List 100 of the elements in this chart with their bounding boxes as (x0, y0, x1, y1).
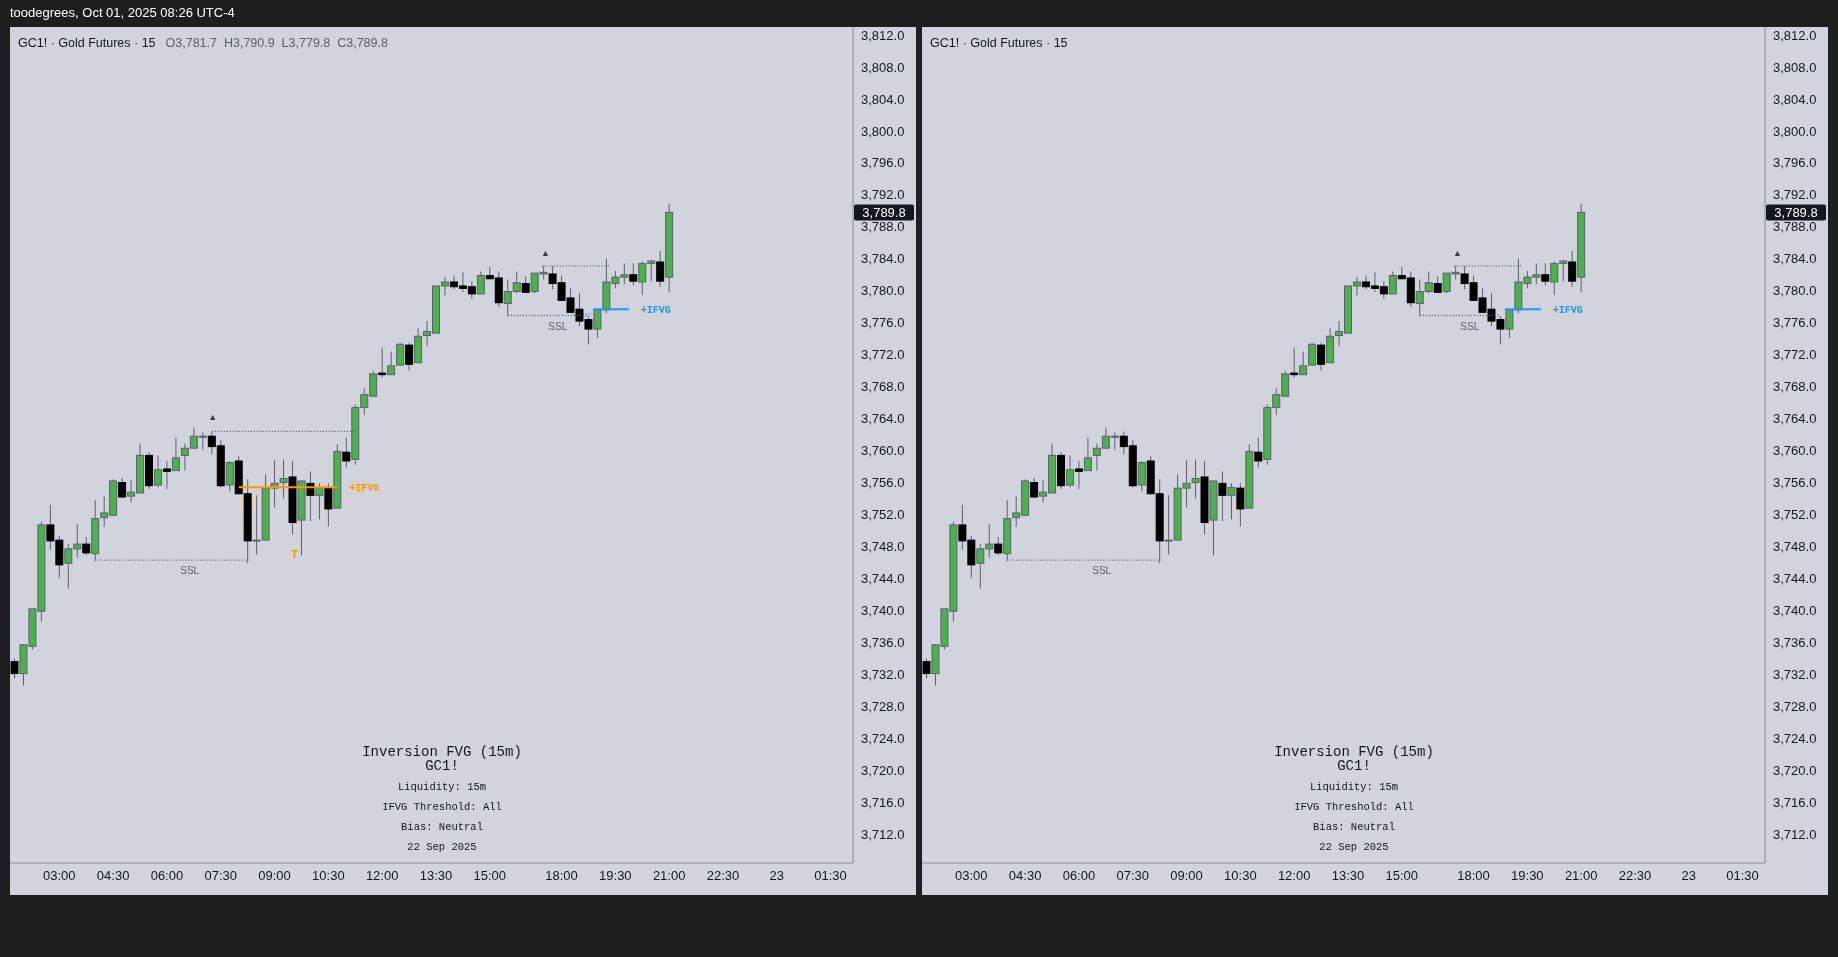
annotation: Inversion FVG (15m) (1273, 744, 1435, 760)
y-tick-label: 3,812.0 (1773, 27, 1817, 43)
y-tick-label: 3,768.0 (861, 379, 905, 395)
ref-line-label: SSL (1460, 320, 1480, 332)
annotation: Inversion FVG (15m) (361, 744, 523, 760)
ref-line-label: +IFVG (1552, 305, 1583, 317)
text: 3,789.8 (862, 204, 906, 220)
x-tick-label: 07:30 (204, 868, 238, 884)
y-tick-label: 3,776.0 (861, 315, 905, 331)
annotation: 22 Sep 2025 (1318, 840, 1390, 855)
y-tick-label: 3,784.0 (861, 251, 905, 267)
x-tick-label: 06:00 (1062, 868, 1096, 884)
text: GC1! · Gold Futures · 15 (18, 36, 156, 50)
x-tick-label: 15:00 (1385, 868, 1419, 884)
y-tick-label: 3,776.0 (1773, 315, 1817, 331)
y-tick-label: 3,716.0 (861, 794, 905, 810)
y-tick-label: 3,728.0 (1773, 698, 1817, 714)
y-tick-label: 3,788.0 (861, 219, 905, 235)
x-tick-label: 23 (769, 868, 785, 884)
y-tick-label: 3,764.0 (861, 411, 905, 427)
x-tick-label: 04:30 (1008, 868, 1042, 884)
annotation: Liquidity: 15m (1308, 780, 1400, 795)
x-tick-label: 12:00 (365, 868, 399, 884)
ref-line-label: SSL (180, 565, 200, 577)
annotation: T (290, 548, 298, 561)
y-tick-label: 3,724.0 (1773, 730, 1817, 746)
x-tick-label: 10:30 (1224, 868, 1257, 884)
y-tick-label: 3,772.0 (1773, 347, 1817, 363)
y-tick-label: 3,792.0 (861, 187, 905, 203)
y-tick-label: 3,756.0 (861, 475, 905, 491)
annotation: IFVG Threshold: All (1293, 800, 1415, 815)
y-tick-label: 3,800.0 (1773, 123, 1817, 139)
y-tick-label: 3,732.0 (1773, 667, 1817, 682)
x-tick-label: 04:30 (96, 868, 130, 884)
y-tick-label: 3,808.0 (1773, 59, 1817, 75)
annotation: Bias: Neutral (1312, 820, 1396, 835)
x-tick-label: 15:00 (473, 868, 507, 884)
y-tick-label: 3,760.0 (1773, 443, 1817, 459)
candlestick (1191, 459, 1200, 499)
y-tick-label: 3,732.0 (861, 667, 905, 682)
y-tick-label: 3,740.0 (1773, 603, 1817, 619)
x-tick-label: 13:30 (1331, 868, 1365, 884)
x-tick-label: 07:30 (1116, 868, 1150, 884)
x-tick-label: 19:30 (1511, 868, 1544, 884)
x-tick-label: 19:30 (599, 868, 632, 884)
text: O3,781.7 H3,790.9 L3,779.8 C3,789.8 (165, 36, 388, 50)
y-tick-label: 3,764.0 (1773, 411, 1817, 427)
y-tick-label: 3,780.0 (1773, 283, 1817, 299)
y-tick-label: 3,720.0 (1773, 762, 1817, 778)
y-tick-label: 3,712.0 (1773, 826, 1817, 842)
x-tick-label: 09:00 (1170, 868, 1203, 884)
annotation: GC1! (424, 758, 460, 774)
y-tick-label: 3,760.0 (861, 443, 905, 459)
y-tick-label: 3,736.0 (1773, 635, 1817, 651)
x-tick-label: 10:30 (312, 868, 345, 884)
y-tick-label: 3,748.0 (861, 539, 905, 555)
ref-line-label: +IFVG (349, 483, 380, 495)
annotation: 22 Sep 2025 (406, 840, 478, 855)
y-tick-label: 3,744.0 (861, 571, 905, 587)
x-tick-label: 23 (1681, 868, 1697, 884)
y-tick-label: 3,796.0 (1773, 155, 1817, 171)
x-tick-label: 21:00 (1564, 868, 1598, 884)
y-tick-label: 3,728.0 (861, 698, 905, 714)
y-tick-label: 3,720.0 (861, 762, 905, 778)
ref-line-label: SSL (1092, 565, 1112, 577)
x-tick-label: 09:00 (258, 868, 291, 884)
annotation: Liquidity: 15m (396, 780, 488, 795)
x-tick-label: 22:30 (706, 868, 740, 884)
y-tick-label: 3,744.0 (1773, 571, 1817, 587)
ref-line-label: +IFVG (640, 305, 671, 317)
y-tick-label: 3,768.0 (1773, 379, 1817, 395)
text: GC1! · Gold Futures · 15 (930, 36, 1068, 50)
x-tick-label: 21:00 (652, 868, 686, 884)
annotation: ▲ (208, 412, 218, 423)
y-tick-label: 3,772.0 (861, 347, 905, 363)
y-tick-label: 3,788.0 (1773, 219, 1817, 235)
x-tick-label: 06:00 (150, 868, 184, 884)
y-tick-label: 3,804.0 (861, 91, 905, 107)
y-tick-label: 3,780.0 (861, 283, 905, 299)
annotation: ▲ (540, 247, 550, 258)
x-tick-label: 18:00 (545, 868, 578, 884)
x-tick-label: 22:30 (1618, 868, 1652, 884)
x-tick-label: 13:30 (419, 868, 453, 884)
y-tick-label: 3,716.0 (1773, 794, 1817, 810)
ref-line-label: SSL (548, 320, 568, 332)
x-tick-label: 01:30 (814, 868, 847, 884)
y-tick-label: 3,752.0 (861, 507, 905, 523)
x-tick-label: 03:00 (43, 868, 76, 884)
x-tick-label: 18:00 (1457, 868, 1490, 884)
y-tick-label: 3,752.0 (1773, 507, 1817, 523)
x-tick-label: 12:00 (1277, 868, 1311, 884)
y-tick-label: 3,784.0 (1773, 251, 1817, 267)
annotation: ▲ (1452, 247, 1462, 258)
y-tick-label: 3,796.0 (861, 155, 905, 171)
y-tick-label: 3,736.0 (861, 635, 905, 651)
x-tick-label: 03:00 (955, 868, 988, 884)
y-tick-label: 3,804.0 (1773, 91, 1817, 107)
y-tick-label: 3,712.0 (861, 826, 905, 842)
x-tick-label: 01:30 (1726, 868, 1759, 884)
annotation: GC1! (1336, 758, 1372, 774)
